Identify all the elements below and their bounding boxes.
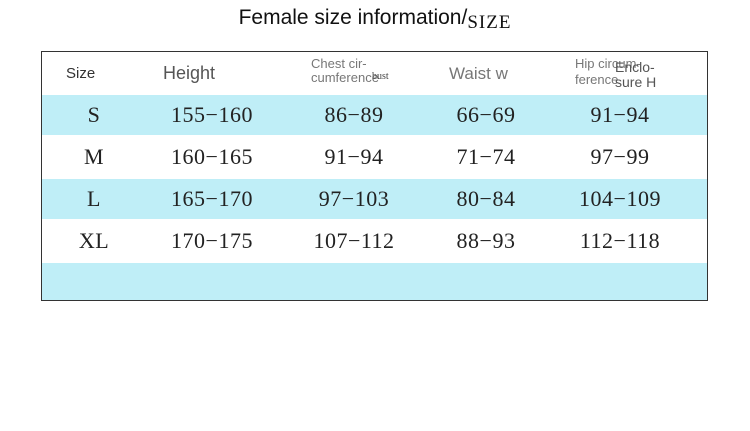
cell-waist: 88−93 [456, 228, 516, 253]
header-chest-overlay: bust [372, 71, 389, 82]
title-main: Female size information/ [238, 6, 468, 29]
table-header-row: Size Height Chest cir- cumference bust W… [42, 52, 707, 95]
cell-waist: 80−84 [456, 186, 516, 211]
cell-size: L [87, 186, 101, 211]
header-height: Height [163, 63, 216, 83]
cell-chest: 107−112 [313, 228, 395, 253]
table-row: M 160−165 91−94 71−74 97−99 [42, 137, 707, 177]
cell-hip: 91−94 [590, 102, 650, 127]
cell-height: 155−160 [171, 102, 253, 127]
header-chest: Chest cir- cumference [311, 56, 379, 85]
cell-height: 170−175 [171, 228, 253, 253]
cell-waist: 66−69 [456, 102, 516, 127]
cell-chest: 91−94 [324, 144, 384, 169]
header-size: Size [66, 65, 96, 82]
cell-waist: 71−74 [456, 144, 516, 169]
table-row: L 165−170 97−103 80−84 104−109 [42, 179, 707, 219]
header-hip: Hip circum- ference [575, 56, 641, 87]
header-waist: Waist w [449, 64, 508, 83]
cell-size: XL [78, 228, 110, 253]
cell-chest: 86−89 [324, 102, 384, 127]
title-suffix: SIZE [467, 12, 512, 33]
table-row: XL 170−175 107−112 88−93 112−118 [42, 221, 707, 261]
size-table: Size Height Chest cir- cumference bust W… [41, 51, 708, 301]
cell-hip: 97−99 [590, 144, 650, 169]
table-empty-row [42, 263, 707, 300]
cell-height: 165−170 [171, 186, 253, 211]
cell-size: S [87, 102, 101, 127]
cell-hip: 104−109 [579, 186, 661, 211]
page-title: Female size information/SIZE [0, 6, 750, 33]
cell-size: M [83, 144, 105, 169]
cell-hip: 112−118 [579, 228, 661, 253]
table-row: S 155−160 86−89 66−69 91−94 [42, 95, 707, 135]
cell-chest: 97−103 [318, 186, 390, 211]
header-hip-overlay: Enclo- sure H [615, 59, 657, 90]
cell-height: 160−165 [171, 144, 253, 169]
